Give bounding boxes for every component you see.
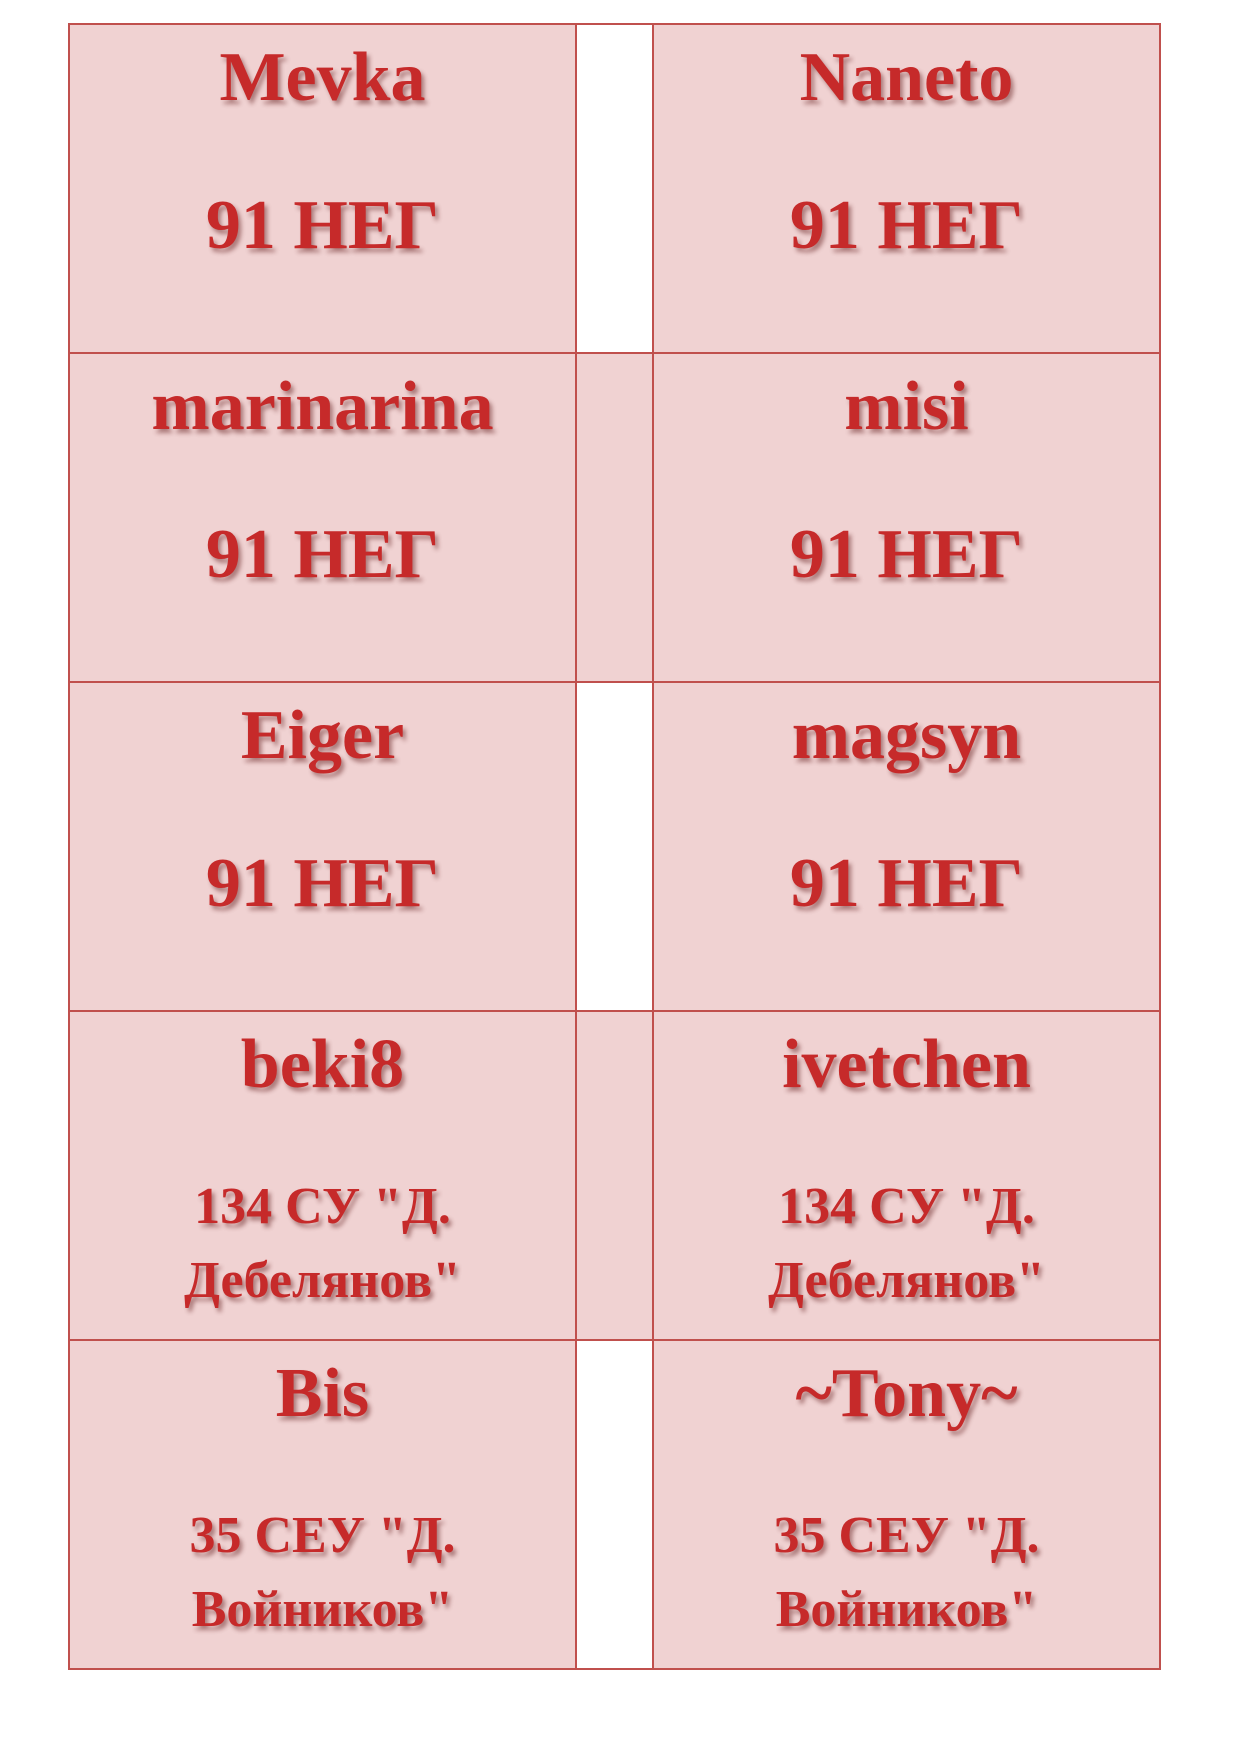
card-name: Naneto [799, 39, 1014, 116]
table-row: beki8 134 СУ "Д. Дебелянов" ivetchen 134 С… [68, 1010, 1161, 1341]
name-card: beki8 134 СУ "Д. Дебелянов" [68, 1010, 577, 1341]
card-name: Eiger [240, 697, 405, 774]
card-name: ivetchen [782, 1026, 1031, 1103]
card-school: 91 НЕГ [789, 187, 1024, 264]
name-card: Mevka 91 НЕГ [68, 23, 577, 354]
card-name: ~Tony~ [795, 1355, 1018, 1432]
card-school: 134 СУ "Д. Дебелянов" [768, 1178, 1045, 1309]
card-name: Bis [275, 1355, 370, 1432]
card-name: magsyn [791, 697, 1022, 774]
spacer-cell [575, 1010, 654, 1341]
name-card: magsyn 91 НЕГ [652, 681, 1161, 1012]
card-name: marinarina [151, 368, 494, 445]
spacer-cell [575, 352, 654, 683]
name-card: Eiger 91 НЕГ [68, 681, 577, 1012]
name-card: ~Tony~ 35 СЕУ "Д. Войников" [652, 1339, 1161, 1670]
name-card: Naneto 91 НЕГ [652, 23, 1161, 354]
card-name: misi [844, 368, 969, 445]
name-card: Bis 35 СЕУ "Д. Войников" [68, 1339, 577, 1670]
card-name: beki8 [240, 1026, 405, 1103]
card-school: 35 СЕУ "Д. Войников" [773, 1507, 1040, 1638]
card-name: Mevka [219, 39, 426, 116]
table-row: Eiger 91 НЕГ magsyn 91 НЕГ [68, 681, 1161, 1012]
card-school: 91 НЕГ [789, 516, 1024, 593]
card-school: 35 СЕУ "Д. Войников" [189, 1507, 456, 1638]
card-school: 134 СУ "Д. Дебелянов" [184, 1178, 461, 1309]
name-card: misi 91 НЕГ [652, 352, 1161, 683]
table-row: marinarina 91 НЕГ misi 91 НЕГ [68, 352, 1161, 683]
spacer-cell [575, 1339, 654, 1670]
table-row: Bis 35 СЕУ "Д. Войников" ~Tony~ 35 СЕУ "Д.… [68, 1339, 1161, 1670]
spacer-cell [575, 23, 654, 354]
name-card-table: Mevka 91 НЕГ Naneto 91 НЕГ marinarina 91 НЕ… [68, 23, 1161, 1670]
card-school: 91 НЕГ [205, 516, 440, 593]
card-school: 91 НЕГ [789, 845, 1024, 922]
card-school: 91 НЕГ [205, 845, 440, 922]
table-row: Mevka 91 НЕГ Naneto 91 НЕГ [68, 23, 1161, 354]
name-card: marinarina 91 НЕГ [68, 352, 577, 683]
spacer-cell [575, 681, 654, 1012]
card-school: 91 НЕГ [205, 187, 440, 264]
name-card: ivetchen 134 СУ "Д. Дебелянов" [652, 1010, 1161, 1341]
